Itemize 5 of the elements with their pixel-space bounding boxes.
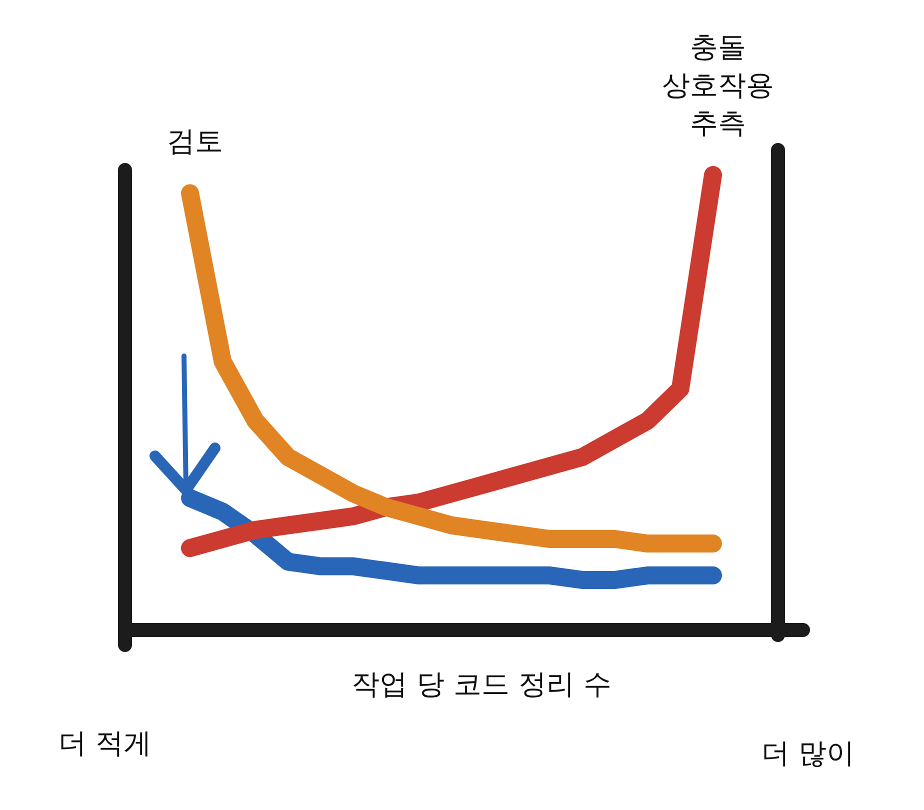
text: 충돌 상호작용 추측 [662,30,774,140]
text: 더 적게 [58,726,152,760]
series-label: 검토 [167,124,223,158]
text: 더 많이 [762,736,854,770]
x-axis-title: 작업 당 코드 정리 수 [352,667,612,700]
